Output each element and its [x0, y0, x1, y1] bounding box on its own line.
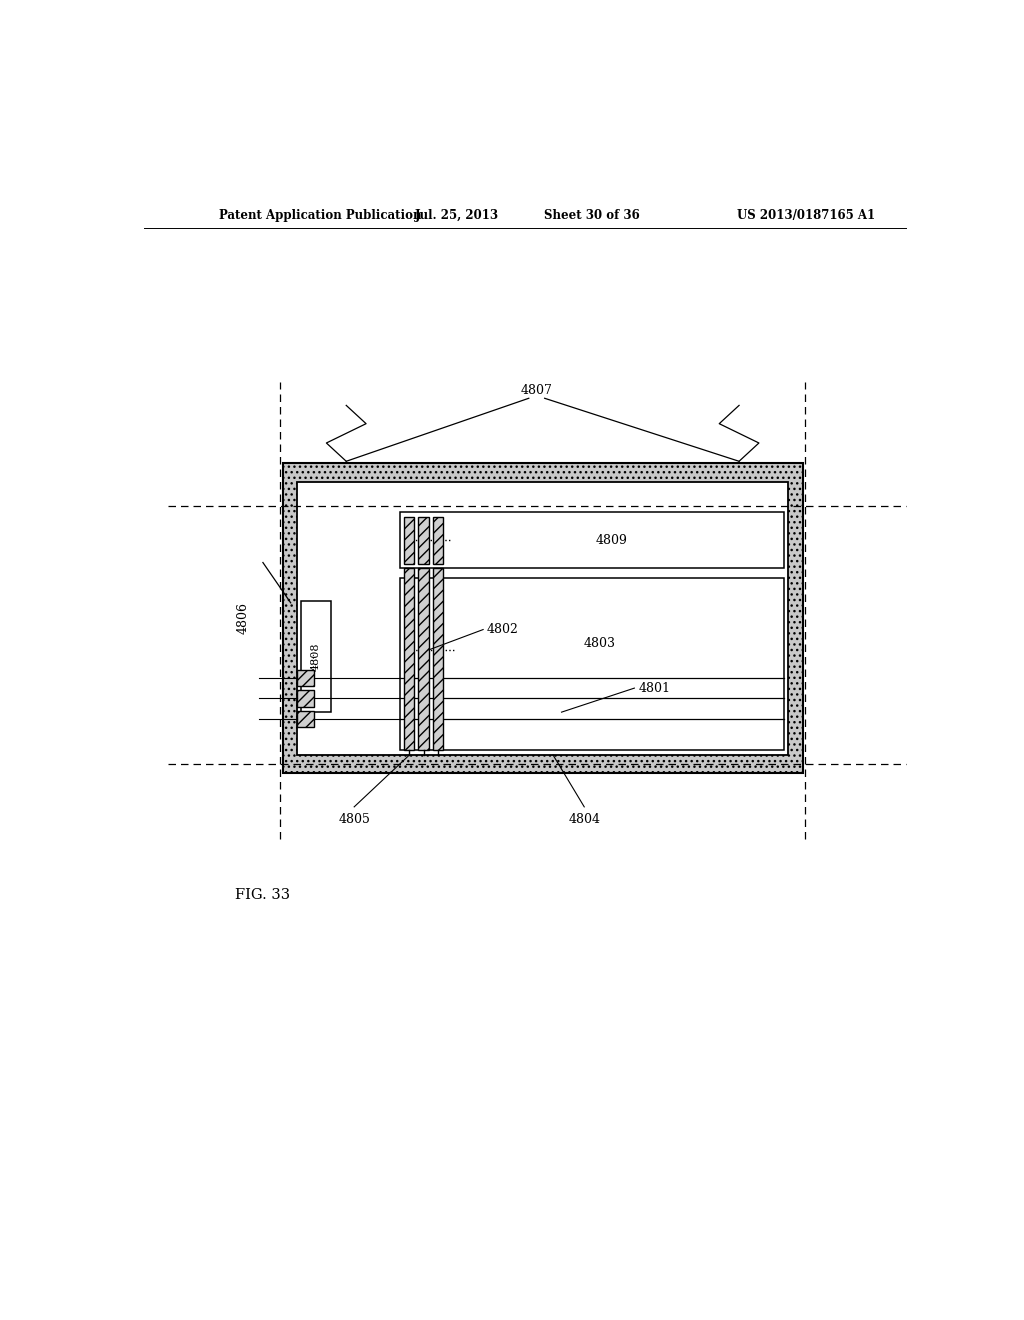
Bar [297, 690, 314, 706]
Text: FIG. 33: FIG. 33 [236, 888, 290, 903]
Bar [433, 568, 443, 750]
Bar [419, 516, 429, 564]
Text: Jul. 25, 2013: Jul. 25, 2013 [416, 209, 500, 222]
Bar [301, 601, 331, 713]
Text: 4805: 4805 [338, 813, 370, 825]
Text: 4802: 4802 [487, 623, 519, 636]
Text: US 2013/0187165 A1: US 2013/0187165 A1 [737, 209, 876, 222]
Text: Patent Application Publication: Patent Application Publication [219, 209, 422, 222]
Bar [283, 463, 803, 774]
Text: 4803: 4803 [584, 638, 616, 649]
Text: .......: ....... [307, 652, 316, 672]
Text: 4804: 4804 [568, 813, 600, 825]
Bar [419, 568, 429, 750]
Bar [404, 568, 415, 750]
Text: 4807: 4807 [521, 384, 553, 396]
Text: 4809: 4809 [596, 533, 628, 546]
Text: 4806: 4806 [237, 602, 250, 635]
Text: 4801: 4801 [638, 681, 671, 694]
Bar [297, 482, 788, 755]
Bar [297, 711, 314, 727]
Bar [400, 578, 784, 750]
Bar [297, 482, 788, 755]
Bar [297, 669, 314, 686]
Bar [404, 516, 415, 564]
Text: Sheet 30 of 36: Sheet 30 of 36 [545, 209, 640, 222]
Bar [400, 512, 784, 568]
Bar [433, 516, 443, 564]
Text: 4808: 4808 [311, 642, 322, 671]
